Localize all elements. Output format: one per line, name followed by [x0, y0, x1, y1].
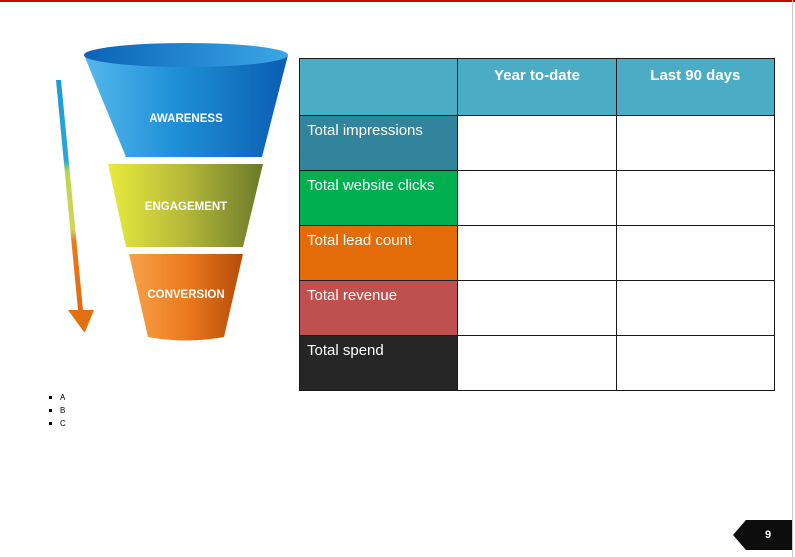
table-header-blank: [298, 58, 459, 116]
row-label-total-lead-count: Total lead count: [298, 225, 459, 281]
table-row: Total lead count: [298, 225, 776, 281]
metrics-table: Year to-date Last 90 days Total impressi…: [298, 58, 776, 391]
cell-impressions-90d[interactable]: [615, 115, 776, 171]
list-item: B: [49, 404, 66, 417]
table-row: Total website clicks: [298, 170, 776, 226]
list-item: C: [49, 417, 66, 430]
table-row: Total spend: [298, 335, 776, 391]
funnel-stage-label-awareness: AWARENESS: [149, 113, 223, 125]
table-header-year-to-date: Year to-date: [457, 58, 617, 116]
slide-edge-rule: [792, 0, 793, 557]
funnel-arrow: [56, 80, 94, 332]
funnel-stage-label-engagement: ENGAGEMENT: [145, 201, 227, 213]
list-item: A: [49, 391, 66, 404]
cell-spend-ytd[interactable]: [457, 335, 617, 391]
cell-clicks-90d[interactable]: [615, 170, 776, 226]
page-number-tab: [733, 520, 792, 550]
table-header-row: Year to-date Last 90 days: [298, 58, 776, 116]
cell-revenue-ytd[interactable]: [457, 280, 617, 336]
table-row: Total revenue: [298, 280, 776, 336]
row-label-total-impressions: Total impressions: [298, 115, 459, 171]
table-header-last-90-days: Last 90 days: [615, 58, 776, 116]
row-label-total-website-clicks: Total website clicks: [298, 170, 459, 226]
funnel-stage-engagement: ENGAGEMENT: [108, 164, 263, 247]
funnel-stage-awareness: AWARENESS: [84, 43, 288, 157]
table-row: Total impressions: [298, 115, 776, 171]
cell-revenue-90d[interactable]: [615, 280, 776, 336]
row-label-total-spend: Total spend: [298, 335, 459, 391]
cell-clicks-ytd[interactable]: [457, 170, 617, 226]
cell-impressions-ytd[interactable]: [457, 115, 617, 171]
cell-spend-90d[interactable]: [615, 335, 776, 391]
bullet-list: A B C: [49, 391, 66, 430]
funnel-diagram: AWARENESS ENGAGEMENT CONVERSION: [56, 43, 288, 341]
row-label-total-revenue: Total revenue: [298, 280, 459, 336]
page-number: 9: [764, 529, 772, 541]
funnel-stage-conversion: CONVERSION: [129, 254, 243, 341]
top-accent-rule: [0, 0, 795, 2]
funnel-stage-label-conversion: CONVERSION: [147, 289, 224, 301]
cell-leads-ytd[interactable]: [457, 225, 617, 281]
cell-leads-90d[interactable]: [615, 225, 776, 281]
